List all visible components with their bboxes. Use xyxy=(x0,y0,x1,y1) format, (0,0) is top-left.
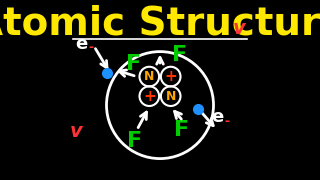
Text: F: F xyxy=(126,54,141,74)
Text: F: F xyxy=(127,131,143,151)
Text: N: N xyxy=(144,70,155,83)
Text: v: v xyxy=(233,19,246,38)
Text: -: - xyxy=(89,41,94,54)
Text: e: e xyxy=(211,108,223,126)
Text: +: + xyxy=(164,69,177,84)
Text: -: - xyxy=(224,115,229,128)
Text: F: F xyxy=(174,120,189,140)
Text: +: + xyxy=(143,89,156,104)
Text: F: F xyxy=(172,45,187,65)
Text: v: v xyxy=(70,122,83,141)
Text: e: e xyxy=(76,35,88,53)
Text: Atomic Structure: Atomic Structure xyxy=(0,5,320,43)
Text: N: N xyxy=(165,90,176,103)
